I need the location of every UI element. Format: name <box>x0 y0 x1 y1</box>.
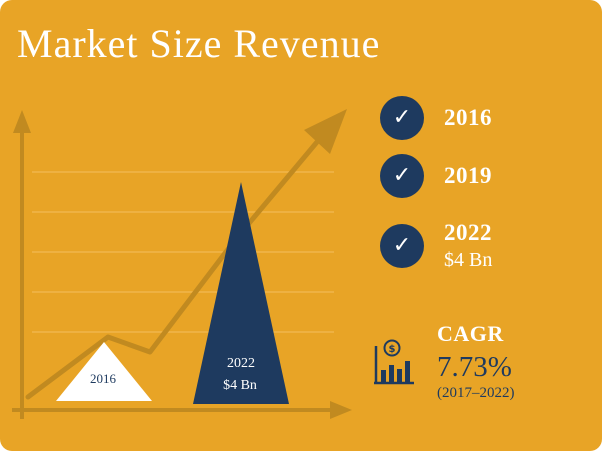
milestone-2019: ✓ 2019 <box>380 154 492 198</box>
check-icon: ✓ <box>380 224 424 268</box>
cagr-label: CAGR <box>437 321 504 346</box>
cagr-block: CAGR 7.73% (2017–2022) <box>437 321 515 402</box>
trend-arrow-icon <box>304 109 347 154</box>
checkmark-glyph: ✓ <box>392 233 412 258</box>
peak-2016-label: 2016 <box>90 371 117 386</box>
checkmark-glyph: ✓ <box>392 105 412 130</box>
gridlines <box>32 171 334 333</box>
milestone-text: 2022 $4 Bn <box>444 220 492 272</box>
milestone-text: 2016 <box>444 105 492 131</box>
milestone-2016: ✓ 2016 <box>380 96 492 140</box>
checkmark-glyph: ✓ <box>392 163 412 188</box>
cagr-period: (2017–2022) <box>437 385 515 401</box>
y-axis-arrow-icon <box>13 110 31 133</box>
check-icon: ✓ <box>380 154 424 198</box>
peak-2016-triangle <box>56 342 152 401</box>
cagr-value: 7.73% <box>437 351 512 383</box>
check-icon: ✓ <box>380 96 424 140</box>
milestone-text: 2019 <box>444 163 492 189</box>
milestone-year: 2016 <box>444 105 492 130</box>
peak-2022-value-label: $4 Bn <box>223 378 257 393</box>
trend-line <box>25 139 320 400</box>
peak-2022-triangle <box>193 182 289 404</box>
milestone-year: 2022 <box>444 220 492 245</box>
cagr-chart-icon: $ <box>374 339 414 385</box>
x-axis-arrow-icon <box>330 401 352 419</box>
milestone-year: 2019 <box>444 163 492 188</box>
dollar-glyph: $ <box>389 344 396 355</box>
milestone-value: $4 Bn <box>444 249 493 271</box>
page-title: Market Size Revenue <box>17 21 381 66</box>
milestone-2022: ✓ 2022 $4 Bn <box>380 220 492 272</box>
peak-2022-year-label: 2022 <box>227 356 255 371</box>
